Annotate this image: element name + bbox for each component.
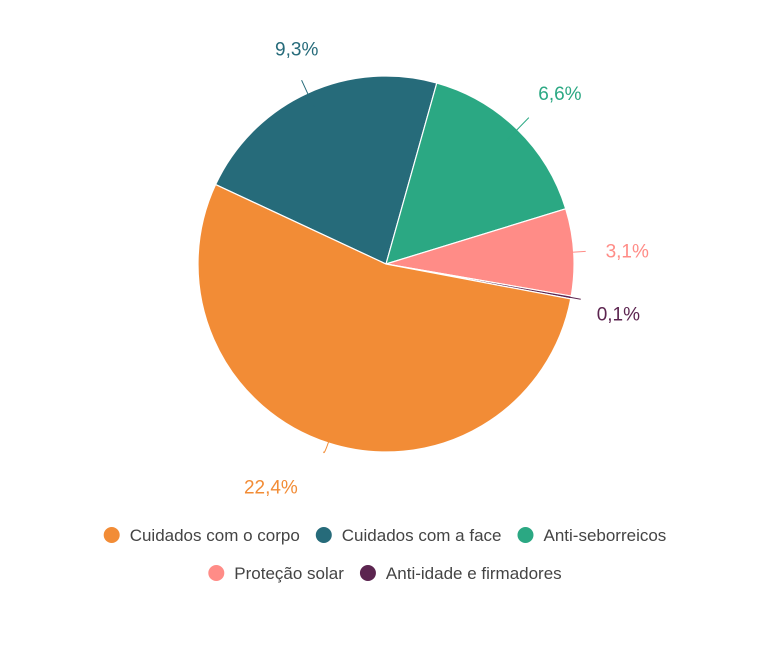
leader-line: [566, 250, 586, 254]
leader-line: [323, 428, 334, 454]
data-label: 3,1%: [606, 242, 649, 263]
leader-line: [506, 117, 530, 141]
data-label: 0,1%: [597, 305, 640, 326]
data-label: 22,4%: [244, 478, 298, 499]
data-labels: 9,3% 6,6% 3,1% 0,1% 22,4%: [244, 40, 649, 499]
legend-marker: [315, 527, 332, 543]
legend-label: Anti-idade e firmadores: [386, 564, 562, 583]
legend-label: Cuidados com o corpo: [130, 526, 300, 545]
leader-line: [301, 79, 315, 108]
pie-slices: [197, 75, 575, 453]
legend-label: Proteção solar: [234, 564, 344, 583]
legend-marker: [359, 565, 376, 581]
legend: Cuidados com o corpo Cuidados com a face A…: [103, 526, 666, 583]
legend-item: Cuidados com a face: [315, 526, 502, 545]
legend-label: Cuidados com a face: [342, 526, 502, 545]
legend-item: Cuidados com o corpo: [103, 526, 300, 545]
leader-lines: [301, 79, 586, 454]
legend-item: Anti-seborreicos: [517, 526, 666, 545]
legend-label: Anti-seborreicos: [543, 526, 666, 545]
leader-line: [563, 295, 581, 300]
legend-item: Anti-idade e firmadores: [359, 564, 562, 583]
legend-item: Proteção solar: [208, 564, 344, 583]
legend-marker: [517, 527, 534, 543]
legend-marker: [208, 565, 225, 581]
data-label: 6,6%: [538, 84, 581, 105]
data-label: 9,3%: [275, 40, 318, 61]
legend-marker: [103, 527, 120, 543]
